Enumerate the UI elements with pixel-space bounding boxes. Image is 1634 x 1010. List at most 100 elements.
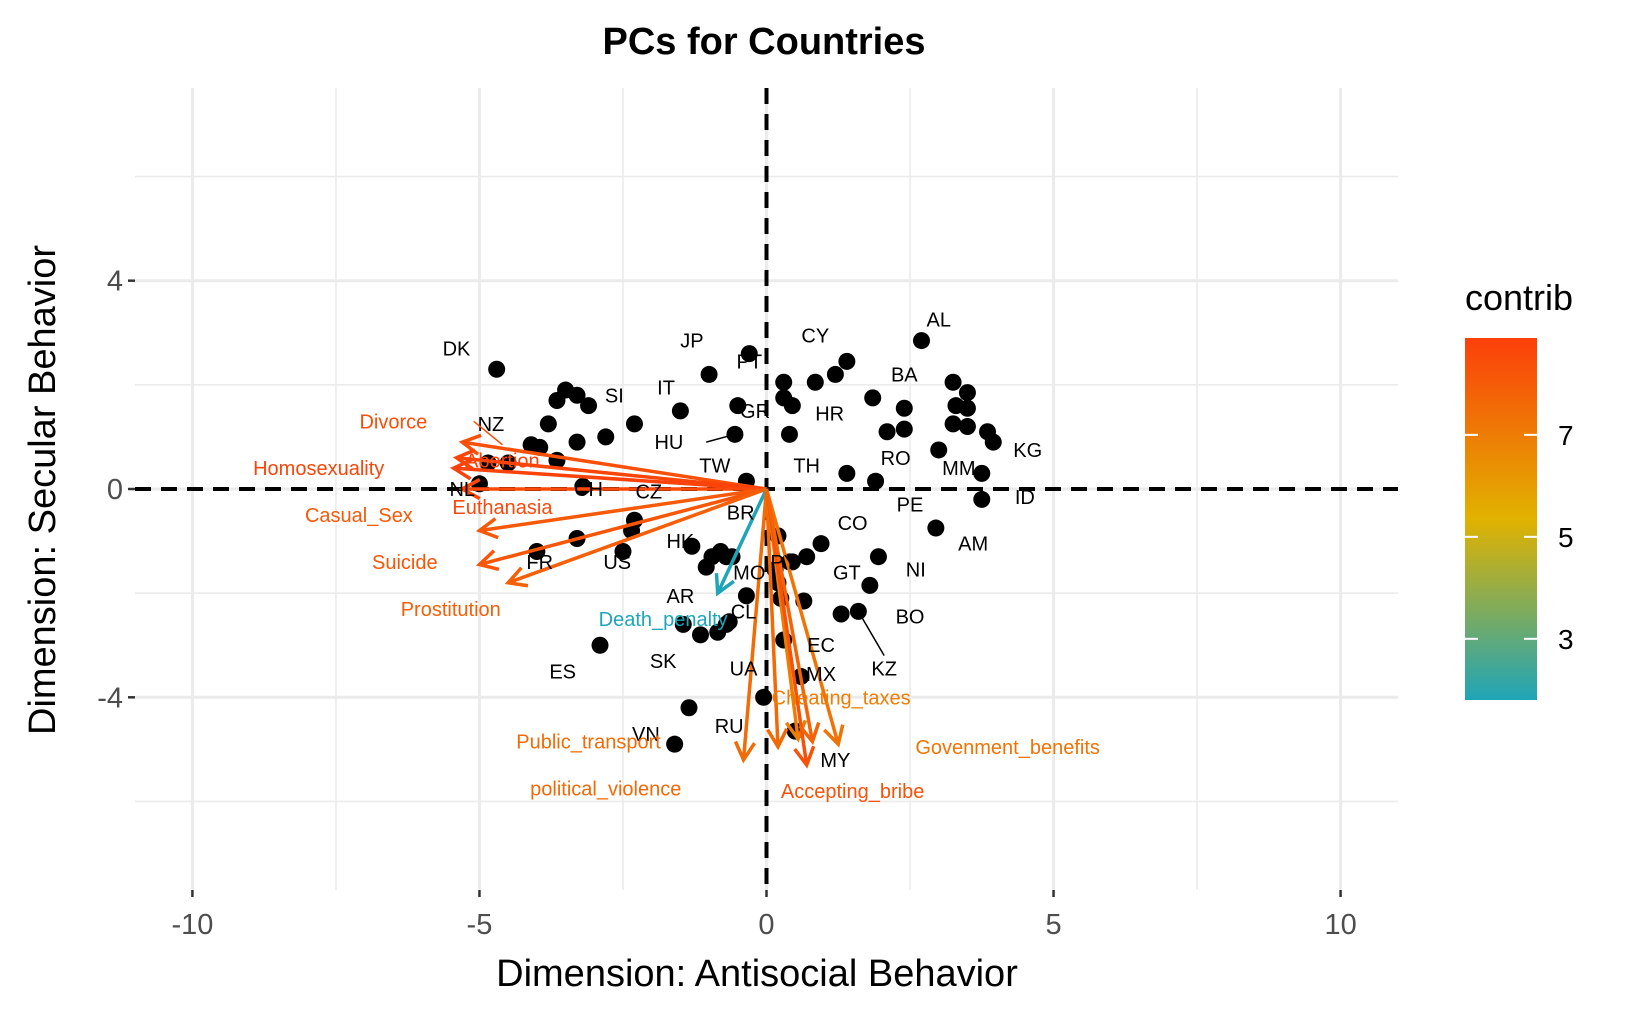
country-label-tw: TW: [699, 456, 730, 478]
country-label-gr: GR: [740, 401, 770, 423]
country-point-mm: [930, 441, 948, 459]
variable-arrow-political-violence: [764, 488, 789, 751]
axis-ticks: -10 -5 0 5 10 -4 0 4: [97, 266, 1357, 941]
country-label-ec: EC: [807, 635, 835, 657]
country-label-hu: HU: [654, 432, 683, 454]
country-point: [798, 548, 816, 566]
country-point: [597, 428, 615, 446]
country-point-ni: [869, 548, 887, 566]
y-tick-label: 4: [107, 266, 123, 298]
country-point: [984, 433, 1002, 451]
variable-arrow-prostitution: [504, 487, 768, 588]
arrow-shaft: [764, 488, 815, 742]
x-tick-label: -10: [171, 909, 213, 941]
country-point: [775, 373, 793, 391]
country-label-ba: BA: [891, 364, 918, 386]
arrow-shaft: [453, 466, 767, 491]
arrow-shaft: [716, 488, 769, 594]
legend-title: contrib: [1465, 277, 1573, 318]
country-label-us: US: [603, 552, 631, 574]
arrow-head: [458, 477, 481, 501]
country-label-kg: KG: [1013, 440, 1042, 462]
arrow-head: [504, 566, 529, 588]
variable-label-accepting-bribe: Accepting_bribe: [781, 781, 924, 803]
country-label-jp: JP: [680, 331, 703, 353]
arrow-shaft: [479, 487, 767, 533]
variable-label-euthanasia: Euthanasia: [452, 497, 553, 519]
arrow-head: [793, 745, 816, 769]
country-point-cy: [838, 352, 856, 370]
country-point-us: [614, 542, 632, 560]
country-point: [539, 415, 557, 433]
arrow-head: [784, 719, 808, 743]
arrow-shaft: [456, 456, 767, 491]
country-point: [548, 391, 566, 409]
country-label-cl: CL: [731, 601, 757, 623]
chart-title: PCs for Countries: [602, 21, 925, 63]
variable-label-homosexuality: Homosexuality: [253, 458, 384, 480]
arrow-head: [766, 728, 789, 751]
country-point: [709, 623, 727, 641]
country-label-cy: CY: [801, 325, 829, 347]
country-label-ru: RU: [715, 716, 744, 738]
country-label-co: CO: [838, 513, 868, 535]
country-point: [944, 373, 962, 391]
country-point: [625, 415, 643, 433]
arrow-shaft: [479, 487, 767, 567]
country-label-cz: CZ: [635, 482, 662, 504]
variable-arrow-public-transport: [733, 488, 769, 764]
country-point-hr: [780, 425, 798, 443]
country-label-pe: PE: [897, 495, 924, 517]
country-point: [479, 454, 497, 472]
country-point: [703, 548, 721, 566]
x-tick-label: 0: [758, 909, 774, 941]
country-label-kz: KZ: [871, 659, 897, 681]
country-point-es: [591, 636, 609, 654]
country-point: [568, 433, 586, 451]
country-point-id: [973, 490, 991, 508]
country-point-gt: [861, 576, 879, 594]
variable-label-suicide: Suicide: [372, 552, 438, 574]
leader-line-kz: [857, 611, 885, 657]
y-tick-label: -4: [97, 682, 123, 714]
arrow-head: [475, 549, 500, 572]
country-point-ar: [691, 626, 709, 644]
country-point-jp: [700, 365, 718, 383]
country-label-br: BR: [727, 502, 755, 524]
country-point: [683, 537, 701, 555]
country-point: [737, 587, 755, 605]
variable-arrow-homosexuality: [452, 448, 767, 491]
country-point-am: [927, 519, 945, 537]
country-label-ro: RO: [881, 448, 911, 470]
country-point: [895, 420, 913, 438]
country-point-si: [580, 397, 598, 415]
leader-line-divorce: [473, 420, 503, 446]
legend-break-label: 5: [1558, 522, 1574, 553]
variable-label-public-transport: Public_transport: [516, 732, 661, 754]
country-point-gr: [729, 397, 747, 415]
country-label-nl: NL: [449, 479, 475, 501]
variable-arrow-euthanasia: [458, 477, 767, 501]
country-label-ar: AR: [666, 586, 694, 608]
country-point-al: [913, 332, 931, 350]
country-label-gt: GT: [833, 562, 861, 584]
arrow-shaft: [461, 440, 767, 491]
variable-label-death-penalty: Death_penalty: [599, 609, 728, 631]
country-point-bo: [832, 605, 850, 623]
y-axis-title: Dimension: Secular Behavior: [22, 245, 64, 735]
arrow-head: [452, 448, 476, 471]
country-label-ni: NI: [906, 560, 926, 582]
country-label-mx: MX: [806, 664, 836, 686]
country-label-al: AL: [926, 310, 950, 332]
x-tick-label: 5: [1045, 909, 1061, 941]
country-label-mo: MO: [733, 562, 765, 584]
arrow-shaft: [764, 488, 780, 747]
variable-label-prostitution: Prostitution: [401, 599, 501, 621]
variable-label-divorce: Divorce: [359, 411, 427, 433]
country-label-es: ES: [549, 661, 576, 683]
arrow-head: [798, 722, 821, 746]
country-point: [531, 438, 549, 456]
variable-arrow-casual-sex: [475, 487, 767, 540]
x-axis-title: Dimension: Antisocial Behavior: [496, 953, 1018, 995]
